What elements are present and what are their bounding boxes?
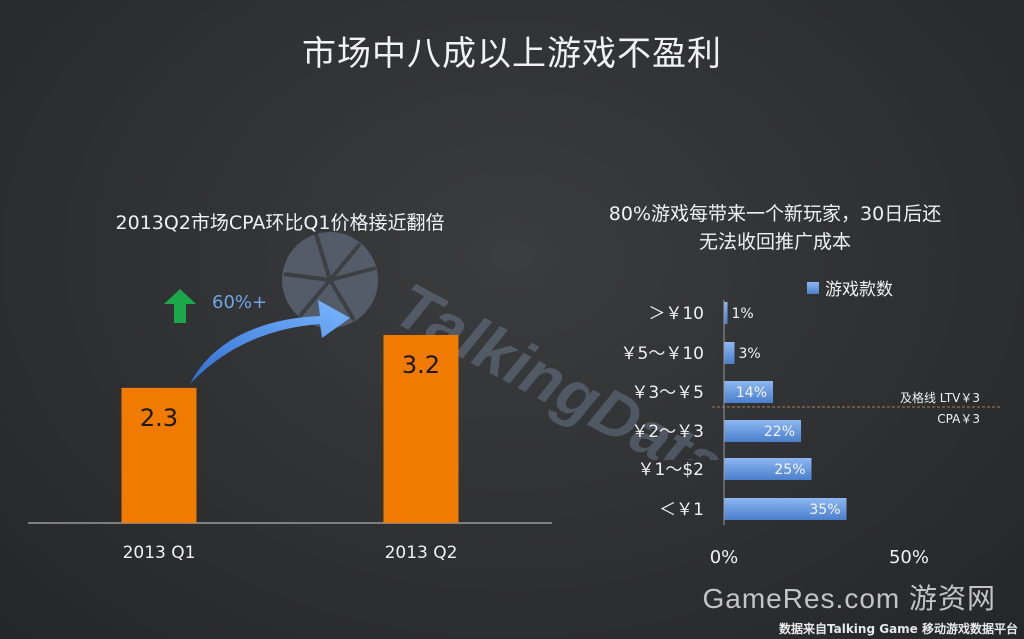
bar-4 [724,420,801,442]
y-category-label: ＞￥10 [648,304,704,324]
right-chart-title: 80%游戏每带来一个新玩家，30日后还 无法收回推广成本 [560,200,990,256]
bar-1 [724,302,728,324]
bar-2 [724,342,735,364]
y-category-label: ＜￥1 [659,500,704,520]
slide-title: 市场中八成以上游戏不盈利 [302,34,722,74]
payback-bar-chart: 游戏款数 ＞￥10 1% ￥5～￥10 3% ￥3～￥5 14% ￥2～￥3 22% ￥1～$2… [621,280,1000,568]
y-category-label: ￥3～￥5 [631,383,704,403]
y-category-label: ￥5～￥10 [621,344,704,364]
threshold-label-cpa: CPA￥3 [937,412,980,426]
bar-value-label: 35% [809,502,840,518]
y-category-label: ￥1～$2 [638,460,704,480]
left-chart-title: 2013Q2市场CPA环比Q1价格接近翻倍 [115,212,445,234]
bar-5 [724,458,812,480]
legend-swatch [807,282,819,294]
x-category-label: 2013 Q2 [385,543,458,563]
bar-6 [724,498,847,520]
right-chart-title-line1: 80%游戏每带来一个新玩家，30日后还 [608,203,942,225]
x-tick-label: 0% [710,547,739,568]
bar-value-label: 22% [764,424,795,440]
bar-value-label: 2.3 [140,404,178,432]
chart-legend: 游戏款数 [807,280,893,300]
growth-label: 60%+ [212,292,268,313]
gameres-brand-watermark: GameRes.com 游资网 [702,583,996,614]
bar-1 [121,387,197,523]
data-source-note: 数据来自Talking Game 移动游戏数据平台 [778,622,1018,636]
bar-value-label: 14% [736,385,767,401]
bar-value-label: 25% [774,462,805,478]
growth-arrow [190,300,350,384]
bar-value-label: 1% [732,306,754,322]
right-chart-title-line2: 无法收回推广成本 [698,231,851,253]
up-arrow-icon [164,289,196,323]
bar-value-label: 3.2 [402,351,440,379]
cpa-bar-chart: 2.3 2013 Q1 3.2 2013 Q2 [28,300,552,563]
x-category-label: 2013 Q1 [123,543,196,563]
bar-3 [724,381,773,403]
y-category-label: ￥2～￥3 [631,422,704,442]
bar-value-label: 3% [739,346,761,362]
threshold-label-ltv: 及格线 LTV￥3 [900,390,980,405]
legend-label: 游戏款数 [825,280,893,300]
bar-2 [383,335,459,523]
x-tick-label: 50% [889,547,929,568]
